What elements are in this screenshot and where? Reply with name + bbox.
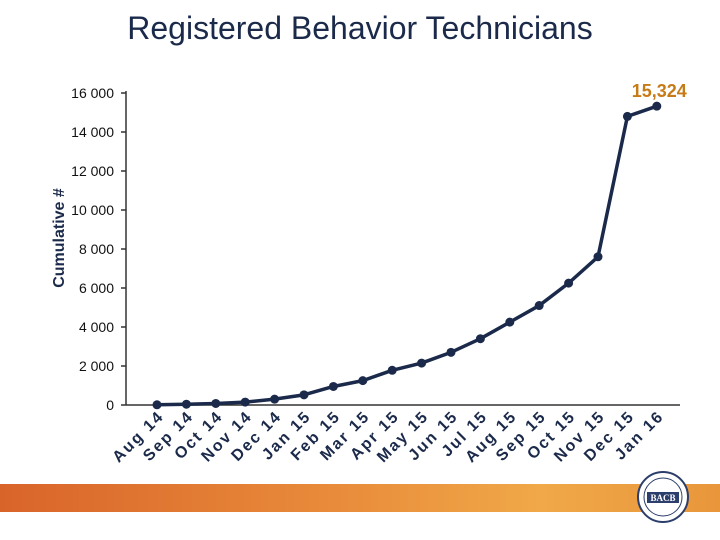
data-point (299, 390, 309, 400)
y-tick-label: 8 000 (79, 241, 114, 257)
data-point (152, 400, 162, 410)
y-tick-label: 4 000 (79, 319, 114, 335)
data-point (652, 101, 662, 111)
y-tick-label: 16 000 (71, 85, 114, 101)
last-value-annotation: 15,324 (632, 81, 687, 101)
data-point (446, 347, 456, 357)
data-point (417, 358, 427, 368)
data-point (358, 376, 368, 386)
y-tick-label: 10 000 (71, 202, 114, 218)
y-axis-label: Cumulative # (51, 188, 68, 288)
chart-title: Registered Behavior Technicians (127, 10, 593, 46)
y-tick-label: 14 000 (71, 124, 114, 140)
data-point (328, 381, 338, 391)
bacb-logo: BACB (637, 471, 689, 523)
data-point (564, 278, 574, 288)
y-tick-label: 6 000 (79, 280, 114, 296)
y-tick-label: 0 (106, 397, 114, 413)
data-point (270, 394, 280, 404)
logo-text: BACB (650, 493, 675, 503)
data-point (534, 301, 544, 311)
data-point (240, 397, 250, 407)
footer-band (0, 484, 720, 512)
data-point (593, 252, 603, 262)
data-point (211, 398, 221, 408)
data-point (505, 317, 515, 327)
data-point (181, 399, 191, 409)
y-tick-label: 12 000 (71, 163, 114, 179)
data-point (622, 111, 632, 121)
data-point (475, 334, 485, 344)
y-tick-label: 2 000 (79, 358, 114, 374)
data-point (387, 365, 397, 375)
line-chart: 0 2 000 4 000 6 000 8 000 10 000 12 000 14 000 1… (51, 81, 687, 466)
series-line (156, 104, 658, 407)
